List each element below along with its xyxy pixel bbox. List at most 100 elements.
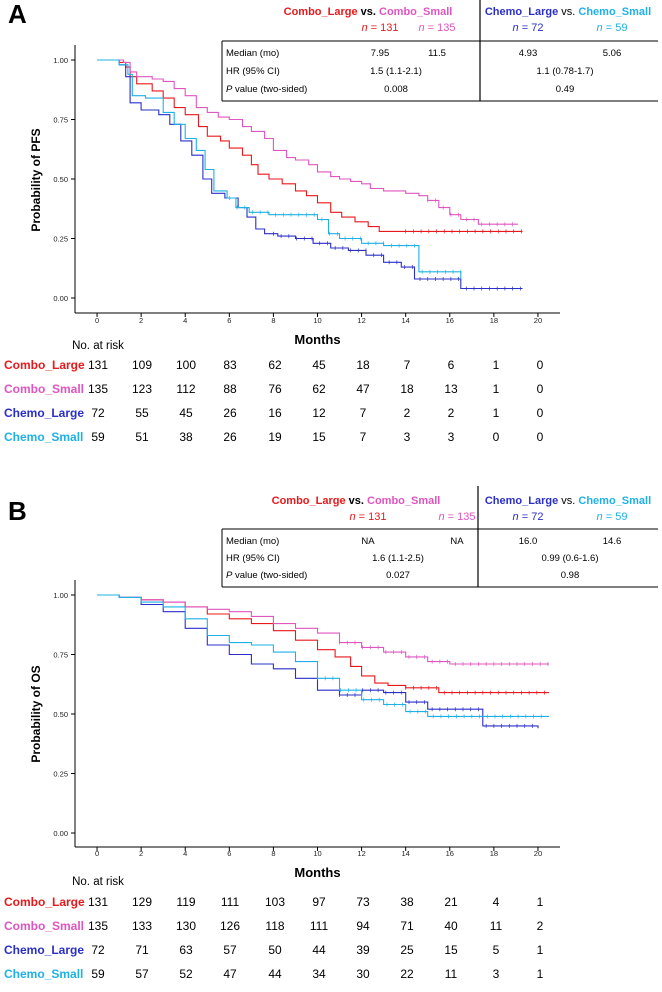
risk-count: 55 <box>135 406 149 420</box>
y-tick-label: 0.75 <box>53 116 68 125</box>
risk-count: 1 <box>537 943 544 957</box>
x-tick-label: 12 <box>357 316 365 325</box>
p-italic: P <box>226 570 233 581</box>
combo-small-label: Combo_Small <box>379 6 452 18</box>
risk-count: 3 <box>493 967 500 981</box>
x-tick-label: 10 <box>313 849 321 858</box>
risk-count: 2 <box>537 919 544 933</box>
risk-count: 59 <box>91 430 105 444</box>
risk-count: 15 <box>312 430 326 444</box>
x-tick-label: 6 <box>227 316 231 325</box>
risk-row-label: Combo_Small <box>4 382 84 396</box>
n-value: = 72 <box>519 22 544 34</box>
risk-count: 38 <box>400 895 414 909</box>
risk-count: 59 <box>91 967 105 981</box>
y-tick-label: 1.00 <box>53 56 68 65</box>
stat-row-label: P value (two-sided) <box>226 84 307 95</box>
km-curve-chemo_small <box>97 594 549 717</box>
n-value: = 59 <box>603 511 628 523</box>
median-chemo-small: 14.6 <box>603 536 622 547</box>
y-tick-label: 1.00 <box>53 591 68 600</box>
risk-count: 2 <box>448 406 455 420</box>
risk-count: 0 <box>537 382 544 396</box>
y-axis-label: Probability of OS <box>29 665 43 762</box>
risk-count: 21 <box>444 895 458 909</box>
median-chemo-large: 4.93 <box>519 48 538 59</box>
risk-count: 45 <box>312 358 326 372</box>
panel-letter: B <box>8 496 27 526</box>
km-curve-chemo_small <box>97 59 462 279</box>
panel-a: A0.000.250.500.751.000 2 4 6 8 10 12 14 16 18 20Mo… <box>4 0 658 444</box>
risk-row-label: Combo_Large <box>4 895 85 909</box>
risk-count: 109 <box>132 358 152 372</box>
stat-table: Combo_Large vs. Combo_Small Chemo_Large v… <box>221 486 658 588</box>
y-tick-label: 0.00 <box>53 829 68 838</box>
risk-count: 131 <box>88 358 108 372</box>
chemo-large-label: Chemo_Large <box>485 495 558 507</box>
stat-label-text: HR (95% CI) <box>226 553 280 564</box>
risk-count: 130 <box>176 919 196 933</box>
risk-count: 18 <box>400 382 414 396</box>
risk-count: 1 <box>493 382 500 396</box>
panel-b: B0.000.250.500.751.000 2 4 6 8 10 12 14 16 18 20Mo… <box>4 486 658 981</box>
risk-count: 11 <box>445 967 458 981</box>
risk-count: 12 <box>312 406 326 420</box>
y-tick-label: 0.50 <box>53 710 68 719</box>
km-curve-combo_small <box>97 594 549 665</box>
risk-count: 45 <box>179 406 193 420</box>
median-combo-small: NA <box>450 536 464 547</box>
x-tick-label: 8 <box>271 316 275 325</box>
combo-small-label: Combo_Small <box>367 495 440 507</box>
stat-row-label: HR (95% CI) <box>226 553 280 564</box>
n-count: n = 72 <box>513 511 544 523</box>
risk-row-label: Chemo_Large <box>4 406 84 420</box>
n-count: n = 135 <box>438 511 475 523</box>
risk-count: 4 <box>493 895 500 909</box>
combo-large-label: Combo_Large <box>284 6 358 18</box>
risk-count: 11 <box>490 919 503 933</box>
risk-count: 100 <box>176 358 196 372</box>
risk-count: 50 <box>268 943 282 957</box>
risk-count: 22 <box>400 967 414 981</box>
km-curve-chemo_large <box>97 59 523 290</box>
n-count: n = 131 <box>361 22 398 34</box>
y-tick-label: 0.75 <box>53 651 68 660</box>
risk-header: No. at risk <box>72 876 124 888</box>
vs-label: vs. <box>346 495 367 507</box>
x-tick-label: 8 <box>271 849 275 858</box>
risk-count: 1 <box>493 406 500 420</box>
stat-combo-value: 0.027 <box>386 570 410 581</box>
risk-count: 7 <box>404 358 411 372</box>
risk-count: 57 <box>135 967 149 981</box>
km-curve-combo_large <box>97 59 523 232</box>
risk-count: 133 <box>132 919 152 933</box>
risk-count: 0 <box>537 430 544 444</box>
x-tick-label: 2 <box>139 316 143 325</box>
vs-label: vs. <box>558 6 578 18</box>
stat-chemo-value: 0.99 (0.6-1.6) <box>541 553 598 564</box>
risk-count: 18 <box>356 358 370 372</box>
stat-combo-value: 1.5 (1.1-2.1) <box>370 66 422 77</box>
km-curve-combo_small <box>97 59 519 225</box>
stat-chemo-value: 0.98 <box>561 570 580 581</box>
x-tick-label: 0 <box>95 316 99 325</box>
stat-row-label: HR (95% CI) <box>226 66 280 77</box>
panel-letter: A <box>8 0 27 29</box>
risk-row-label: Chemo_Large <box>4 943 84 957</box>
chemo-small-label: Chemo_Small <box>578 495 651 507</box>
vs-label: vs. <box>558 495 578 507</box>
risk-count: 57 <box>223 943 237 957</box>
x-tick-label: 4 <box>183 849 187 858</box>
risk-count: 62 <box>268 358 282 372</box>
risk-row-label: Chemo_Small <box>4 967 83 981</box>
risk-row-label: Combo_Large <box>4 358 85 372</box>
n-count: n = 59 <box>597 22 628 34</box>
risk-count: 94 <box>356 919 370 933</box>
risk-count: 73 <box>356 895 370 909</box>
risk-count: 3 <box>448 430 455 444</box>
x-tick-label: 14 <box>402 316 410 325</box>
risk-count: 0 <box>493 430 500 444</box>
n-count: n = 59 <box>597 511 628 523</box>
